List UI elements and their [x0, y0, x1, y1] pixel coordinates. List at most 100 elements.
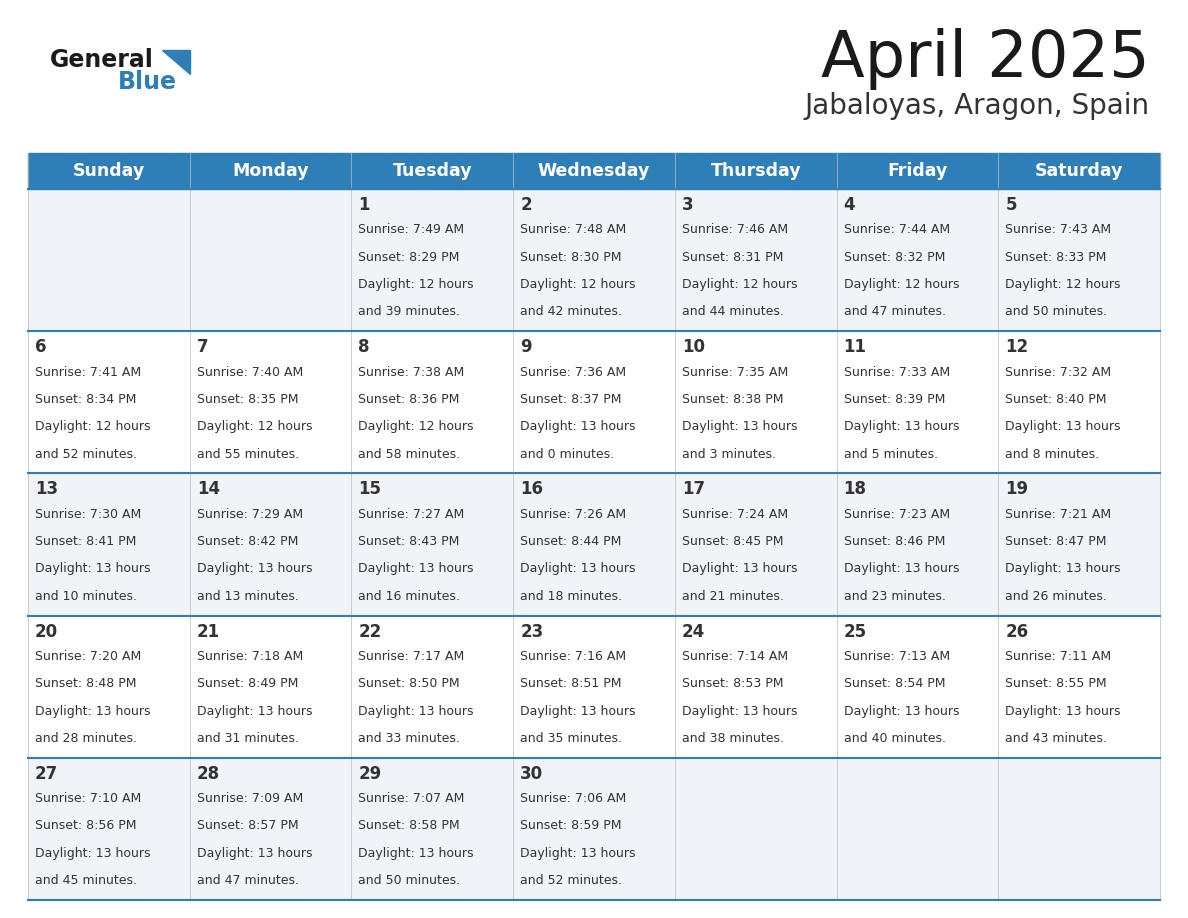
Text: and 47 minutes.: and 47 minutes.	[197, 874, 298, 887]
Polygon shape	[162, 50, 190, 74]
Text: Daylight: 12 hours: Daylight: 12 hours	[359, 278, 474, 291]
Text: and 18 minutes.: and 18 minutes.	[520, 589, 623, 603]
Text: Sunrise: 7:24 AM: Sunrise: 7:24 AM	[682, 508, 788, 521]
Text: Sunrise: 7:11 AM: Sunrise: 7:11 AM	[1005, 650, 1112, 663]
Text: Sunset: 8:31 PM: Sunset: 8:31 PM	[682, 251, 783, 263]
Text: 22: 22	[359, 622, 381, 641]
Text: Daylight: 12 hours: Daylight: 12 hours	[197, 420, 312, 433]
Text: and 28 minutes.: and 28 minutes.	[34, 732, 137, 745]
Text: Sunrise: 7:18 AM: Sunrise: 7:18 AM	[197, 650, 303, 663]
Text: Sunset: 8:39 PM: Sunset: 8:39 PM	[843, 393, 944, 406]
Text: Sunset: 8:45 PM: Sunset: 8:45 PM	[682, 535, 783, 548]
Text: Sunset: 8:40 PM: Sunset: 8:40 PM	[1005, 393, 1107, 406]
Text: 18: 18	[843, 480, 866, 498]
Text: 25: 25	[843, 622, 867, 641]
Text: 23: 23	[520, 622, 543, 641]
Text: and 3 minutes.: and 3 minutes.	[682, 448, 776, 461]
Text: Wednesday: Wednesday	[538, 162, 650, 180]
Text: 16: 16	[520, 480, 543, 498]
Text: Sunset: 8:58 PM: Sunset: 8:58 PM	[359, 820, 460, 833]
Text: and 44 minutes.: and 44 minutes.	[682, 306, 784, 319]
Text: Jabaloyas, Aragon, Spain: Jabaloyas, Aragon, Spain	[805, 92, 1150, 120]
Text: Sunset: 8:29 PM: Sunset: 8:29 PM	[359, 251, 460, 263]
Text: and 38 minutes.: and 38 minutes.	[682, 732, 784, 745]
Text: Sunset: 8:38 PM: Sunset: 8:38 PM	[682, 393, 783, 406]
Text: Sunrise: 7:21 AM: Sunrise: 7:21 AM	[1005, 508, 1112, 521]
Text: and 58 minutes.: and 58 minutes.	[359, 448, 461, 461]
Text: Sunrise: 7:38 AM: Sunrise: 7:38 AM	[359, 365, 465, 378]
Text: Sunset: 8:56 PM: Sunset: 8:56 PM	[34, 820, 137, 833]
Text: Daylight: 13 hours: Daylight: 13 hours	[682, 563, 797, 576]
Text: 14: 14	[197, 480, 220, 498]
Text: and 45 minutes.: and 45 minutes.	[34, 874, 137, 887]
Text: and 31 minutes.: and 31 minutes.	[197, 732, 298, 745]
Text: 15: 15	[359, 480, 381, 498]
Text: Sunset: 8:34 PM: Sunset: 8:34 PM	[34, 393, 137, 406]
Text: Blue: Blue	[118, 70, 177, 94]
Text: Sunrise: 7:33 AM: Sunrise: 7:33 AM	[843, 365, 949, 378]
Text: Daylight: 13 hours: Daylight: 13 hours	[34, 563, 151, 576]
Text: and 40 minutes.: and 40 minutes.	[843, 732, 946, 745]
Bar	[29, 474, 1159, 616]
Text: Sunrise: 7:40 AM: Sunrise: 7:40 AM	[197, 365, 303, 378]
Text: Daylight: 13 hours: Daylight: 13 hours	[1005, 705, 1120, 718]
Text: and 35 minutes.: and 35 minutes.	[520, 732, 623, 745]
Text: Saturday: Saturday	[1035, 162, 1124, 180]
Text: Sunset: 8:54 PM: Sunset: 8:54 PM	[843, 677, 946, 690]
Text: 24: 24	[682, 622, 706, 641]
Bar	[29, 616, 1159, 757]
Text: and 5 minutes.: and 5 minutes.	[843, 448, 937, 461]
Text: and 16 minutes.: and 16 minutes.	[359, 589, 460, 603]
Text: 10: 10	[682, 338, 704, 356]
Text: and 26 minutes.: and 26 minutes.	[1005, 589, 1107, 603]
Text: Tuesday: Tuesday	[392, 162, 472, 180]
Text: Sunrise: 7:09 AM: Sunrise: 7:09 AM	[197, 792, 303, 805]
Text: and 52 minutes.: and 52 minutes.	[520, 874, 623, 887]
Text: Sunrise: 7:35 AM: Sunrise: 7:35 AM	[682, 365, 788, 378]
Text: 4: 4	[843, 196, 855, 214]
Text: Thursday: Thursday	[710, 162, 801, 180]
Text: and 52 minutes.: and 52 minutes.	[34, 448, 137, 461]
Text: Sunset: 8:44 PM: Sunset: 8:44 PM	[520, 535, 621, 548]
Text: and 50 minutes.: and 50 minutes.	[1005, 306, 1107, 319]
Text: Sunset: 8:49 PM: Sunset: 8:49 PM	[197, 677, 298, 690]
Text: Friday: Friday	[887, 162, 948, 180]
Text: Daylight: 13 hours: Daylight: 13 hours	[843, 420, 959, 433]
Text: 3: 3	[682, 196, 694, 214]
Text: 9: 9	[520, 338, 532, 356]
Bar	[29, 189, 1159, 331]
Text: Daylight: 13 hours: Daylight: 13 hours	[843, 705, 959, 718]
Text: Sunrise: 7:49 AM: Sunrise: 7:49 AM	[359, 223, 465, 236]
Text: and 21 minutes.: and 21 minutes.	[682, 589, 784, 603]
Text: and 39 minutes.: and 39 minutes.	[359, 306, 460, 319]
Text: Sunset: 8:41 PM: Sunset: 8:41 PM	[34, 535, 137, 548]
Text: and 8 minutes.: and 8 minutes.	[1005, 448, 1099, 461]
Text: General: General	[50, 48, 154, 72]
Text: Sunrise: 7:07 AM: Sunrise: 7:07 AM	[359, 792, 465, 805]
Text: and 10 minutes.: and 10 minutes.	[34, 589, 137, 603]
Text: 27: 27	[34, 765, 58, 783]
Text: 26: 26	[1005, 622, 1029, 641]
Text: Daylight: 13 hours: Daylight: 13 hours	[843, 563, 959, 576]
Bar	[29, 153, 1159, 189]
Text: April 2025: April 2025	[821, 28, 1150, 90]
Text: Sunrise: 7:23 AM: Sunrise: 7:23 AM	[843, 508, 949, 521]
Text: Sunrise: 7:46 AM: Sunrise: 7:46 AM	[682, 223, 788, 236]
Text: 28: 28	[197, 765, 220, 783]
Text: Daylight: 12 hours: Daylight: 12 hours	[520, 278, 636, 291]
Text: 11: 11	[843, 338, 866, 356]
Text: Daylight: 13 hours: Daylight: 13 hours	[197, 705, 312, 718]
Text: Sunset: 8:37 PM: Sunset: 8:37 PM	[520, 393, 621, 406]
Text: 1: 1	[359, 196, 369, 214]
Text: Sunrise: 7:27 AM: Sunrise: 7:27 AM	[359, 508, 465, 521]
Text: 7: 7	[197, 338, 208, 356]
Text: 21: 21	[197, 622, 220, 641]
Text: Sunset: 8:51 PM: Sunset: 8:51 PM	[520, 677, 621, 690]
Text: Sunset: 8:55 PM: Sunset: 8:55 PM	[1005, 677, 1107, 690]
Text: Daylight: 13 hours: Daylight: 13 hours	[359, 846, 474, 860]
Text: Sunrise: 7:10 AM: Sunrise: 7:10 AM	[34, 792, 141, 805]
Text: Sunrise: 7:41 AM: Sunrise: 7:41 AM	[34, 365, 141, 378]
Text: and 50 minutes.: and 50 minutes.	[359, 874, 461, 887]
Text: Sunday: Sunday	[72, 162, 145, 180]
Text: Daylight: 12 hours: Daylight: 12 hours	[359, 420, 474, 433]
